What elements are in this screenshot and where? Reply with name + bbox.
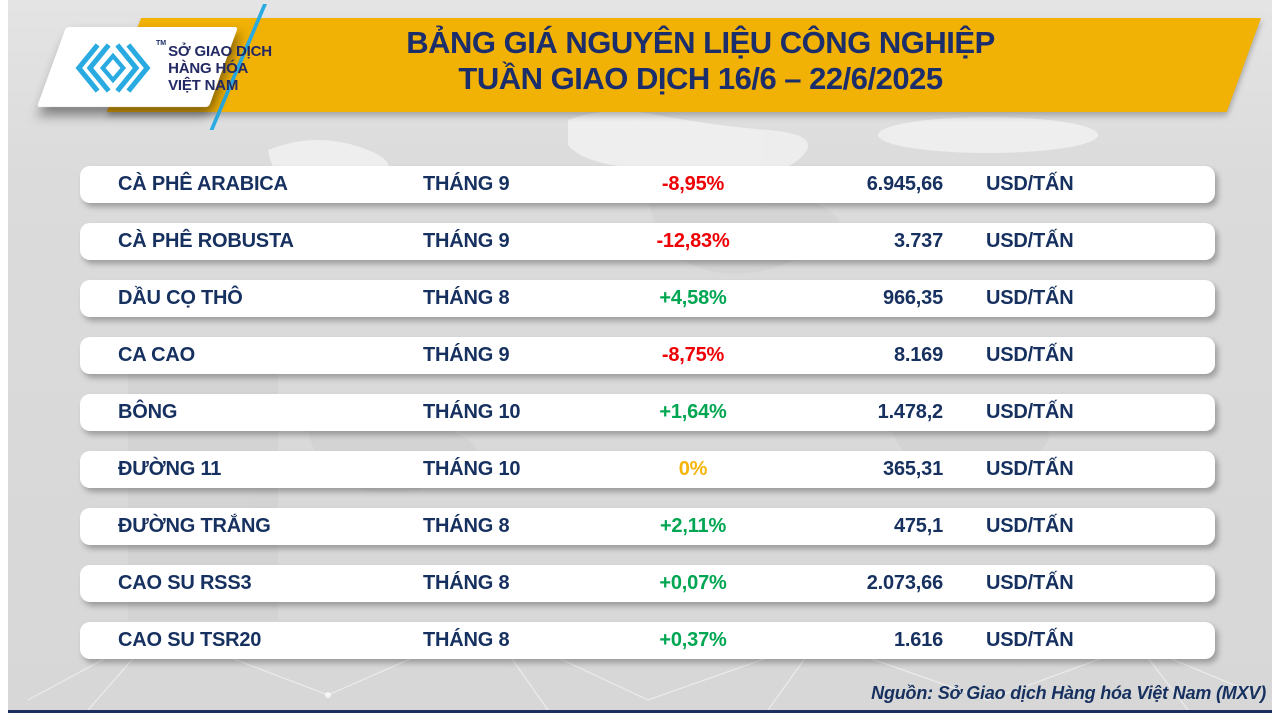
price-unit: USD/TẤN bbox=[986, 287, 1074, 309]
commodity-name: CÀ PHÊ ROBUSTA bbox=[118, 230, 294, 252]
commodity-name: DẦU CỌ THÔ bbox=[118, 287, 243, 309]
page-title: BẢNG GIÁ NGUYÊN LIỆU CÔNG NGHIỆP TUẦN GI… bbox=[318, 25, 1083, 97]
price-value: 365,31 bbox=[883, 458, 943, 480]
table-row: BÔNG THÁNG 10 +1,64% 1.478,2 USD/TẤN bbox=[80, 394, 1215, 431]
commodity-name: BÔNG bbox=[118, 401, 178, 423]
commodity-name: CAO SU RSS3 bbox=[118, 572, 252, 594]
table-row: CÀ PHÊ ROBUSTA THÁNG 9 -12,83% 3.737 USD… bbox=[80, 223, 1215, 260]
weekly-change: -8,75% bbox=[661, 344, 725, 366]
contract-month: THÁNG 10 bbox=[423, 458, 521, 480]
price-value: 1.478,2 bbox=[877, 401, 944, 423]
source-note: Nguồn: Sở Giao dịch Hàng hóa Việt Nam (M… bbox=[871, 683, 1266, 703]
price-unit: USD/TẤN bbox=[986, 230, 1074, 252]
contract-month: THÁNG 8 bbox=[423, 629, 510, 651]
weekly-change: -12,83% bbox=[656, 230, 730, 252]
weekly-change: +2,11% bbox=[659, 515, 727, 537]
price-value: 1.616 bbox=[893, 629, 943, 651]
price-table: CÀ PHÊ ARABICA THÁNG 9 -8,95% 6.945,66 U… bbox=[80, 166, 1215, 679]
contract-month: THÁNG 8 bbox=[423, 515, 510, 537]
table-row: ĐƯỜNG 11 THÁNG 10 0% 365,31 USD/TẤN bbox=[80, 451, 1215, 488]
price-value: 966,35 bbox=[883, 287, 943, 309]
price-value: 2.073,66 bbox=[866, 572, 943, 594]
table-row: CAO SU RSS3 THÁNG 8 +0,07% 2.073,66 USD/… bbox=[80, 565, 1215, 602]
weekly-change: +1,64% bbox=[659, 401, 727, 423]
weekly-change: 0% bbox=[678, 458, 708, 480]
price-unit: USD/TẤN bbox=[986, 458, 1074, 480]
contract-month: THÁNG 8 bbox=[423, 572, 510, 594]
contract-month: THÁNG 10 bbox=[423, 401, 521, 423]
price-unit: USD/TẤN bbox=[986, 344, 1074, 366]
infographic-card: BẢNG GIÁ NGUYÊN LIỆU CÔNG NGHIỆP TUẦN GI… bbox=[8, 0, 1272, 713]
price-unit: USD/TẤN bbox=[986, 629, 1074, 651]
table-row: DẦU CỌ THÔ THÁNG 8 +4,58% 966,35 USD/TẤN bbox=[80, 280, 1215, 317]
price-value: 475,1 bbox=[893, 515, 943, 537]
table-row: CA CAO THÁNG 9 -8,75% 8.169 USD/TẤN bbox=[80, 337, 1215, 374]
commodity-name: ĐƯỜNG 11 bbox=[118, 458, 222, 480]
title-line-1: BẢNG GIÁ NGUYÊN LIỆU CÔNG NGHIỆP bbox=[406, 25, 995, 60]
price-unit: USD/TẤN bbox=[986, 515, 1074, 537]
weekly-change: +4,58% bbox=[659, 287, 727, 309]
weekly-change: +0,07% bbox=[659, 572, 727, 594]
price-value: 8.169 bbox=[893, 344, 943, 366]
commodity-name: CÀ PHÊ ARABICA bbox=[118, 173, 288, 195]
table-row: ĐƯỜNG TRẮNG THÁNG 8 +2,11% 475,1 USD/TẤN bbox=[80, 508, 1215, 545]
commodity-name: ĐƯỜNG TRẮNG bbox=[118, 515, 271, 537]
contract-month: THÁNG 9 bbox=[423, 173, 510, 195]
table-row: CAO SU TSR20 THÁNG 8 +0,37% 1.616 USD/TẤ… bbox=[80, 622, 1215, 659]
commodity-name: CAO SU TSR20 bbox=[118, 629, 262, 651]
table-row: CÀ PHÊ ARABICA THÁNG 9 -8,95% 6.945,66 U… bbox=[80, 166, 1215, 203]
mxv-logo: TM SỞ GIAO DỊCH HÀNG HÓA VIỆT NAM bbox=[72, 36, 272, 100]
title-line-2: TUẦN GIAO DỊCH 16/6 – 22/6/2025 bbox=[458, 61, 943, 96]
commodity-name: CA CAO bbox=[118, 344, 195, 366]
price-unit: USD/TẤN bbox=[986, 572, 1074, 594]
weekly-change: -8,95% bbox=[661, 173, 725, 195]
price-value: 6.945,66 bbox=[866, 173, 943, 195]
contract-month: THÁNG 9 bbox=[423, 230, 510, 252]
org-name: SỞ GIAO DỊCH HÀNG HÓA VIỆT NAM bbox=[168, 42, 272, 94]
contract-month: THÁNG 8 bbox=[423, 287, 510, 309]
mxv-chevrons-icon bbox=[75, 43, 151, 93]
contract-month: THÁNG 9 bbox=[423, 344, 510, 366]
trademark-symbol: TM bbox=[156, 40, 167, 47]
price-unit: USD/TẤN bbox=[986, 173, 1074, 195]
price-value: 3.737 bbox=[893, 230, 943, 252]
weekly-change: +0,37% bbox=[659, 629, 727, 651]
price-unit: USD/TẤN bbox=[986, 401, 1074, 423]
